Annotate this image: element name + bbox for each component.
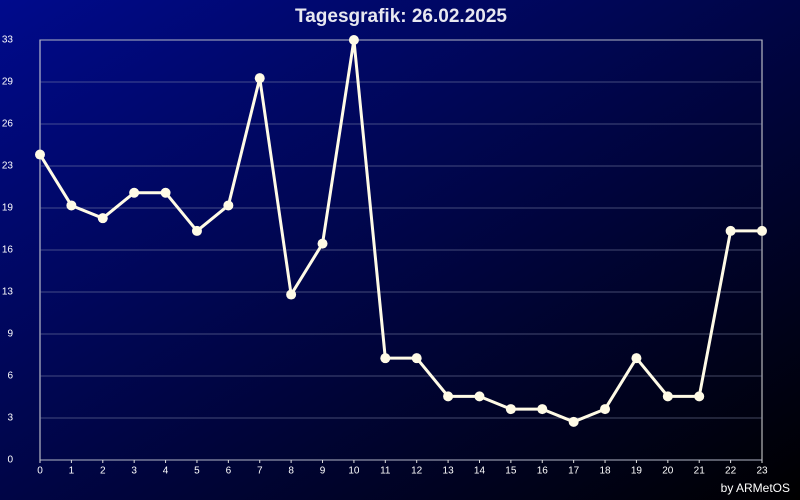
y-tick-label: 13 bbox=[2, 287, 14, 298]
point bbox=[505, 404, 516, 415]
x-tick-label: 13 bbox=[443, 466, 455, 477]
point bbox=[380, 353, 391, 364]
x-tick-label: 11 bbox=[380, 466, 391, 477]
y-tick-label: 26 bbox=[2, 119, 14, 130]
line bbox=[38, 38, 762, 424]
chart-title: Tagesgrafik: 26.02.2025 bbox=[295, 6, 507, 27]
point bbox=[317, 238, 328, 249]
credit: by ARMetOS bbox=[721, 481, 790, 495]
x-tick-label: 0 bbox=[37, 466, 43, 477]
point bbox=[631, 353, 642, 364]
point bbox=[286, 289, 297, 300]
x-tick-label: 15 bbox=[505, 466, 517, 477]
point bbox=[443, 391, 454, 402]
x-tick-label: 6 bbox=[226, 466, 232, 477]
y-tick-label: 23 bbox=[2, 161, 14, 172]
y-tick-label: 29 bbox=[2, 77, 14, 88]
point bbox=[568, 416, 579, 427]
x-tick-label: 10 bbox=[348, 466, 360, 477]
x-tick-label: 3 bbox=[131, 466, 137, 477]
point bbox=[348, 35, 359, 45]
point bbox=[537, 404, 548, 415]
point bbox=[411, 353, 422, 364]
point bbox=[35, 149, 45, 160]
x-tick-label: 7 bbox=[257, 466, 263, 477]
y-tick-label: 9 bbox=[7, 329, 13, 340]
x-tick-label: 9 bbox=[320, 466, 326, 477]
y-tick-label: 16 bbox=[2, 245, 14, 256]
x-tick-label: 22 bbox=[725, 466, 737, 477]
point bbox=[757, 225, 767, 236]
x-tick-label: 19 bbox=[631, 466, 643, 477]
point bbox=[129, 187, 140, 198]
x-tick-label: 17 bbox=[568, 466, 580, 477]
point bbox=[97, 213, 108, 224]
point bbox=[160, 187, 171, 198]
point bbox=[223, 200, 234, 211]
y-tick-label: 33 bbox=[2, 35, 14, 46]
x-tick-label: 5 bbox=[194, 466, 200, 477]
x-tick-label: 23 bbox=[756, 466, 768, 477]
x-tick-label: 18 bbox=[599, 466, 611, 477]
x-tick-label: 21 bbox=[694, 466, 706, 477]
x-tick-label: 16 bbox=[537, 466, 549, 477]
x-tick-label: 8 bbox=[288, 466, 294, 477]
point bbox=[191, 225, 202, 236]
point bbox=[725, 225, 736, 236]
x-tick-label: 4 bbox=[163, 466, 169, 477]
point bbox=[694, 391, 705, 402]
x-tick-label: 20 bbox=[662, 466, 674, 477]
point bbox=[600, 404, 611, 415]
point bbox=[662, 391, 673, 402]
point bbox=[474, 391, 485, 402]
x-tick-label: 14 bbox=[474, 466, 486, 477]
y-tick-label: 0 bbox=[7, 455, 13, 466]
point bbox=[254, 73, 265, 84]
x-tick-label: 1 bbox=[69, 466, 75, 477]
x-tick-label: 12 bbox=[411, 466, 423, 477]
point bbox=[66, 200, 77, 211]
y-tick-label: 19 bbox=[2, 203, 14, 214]
y-tick-label: 3 bbox=[7, 413, 13, 424]
x-tick-label: 2 bbox=[100, 466, 106, 477]
y-tick-label: 6 bbox=[7, 371, 13, 382]
